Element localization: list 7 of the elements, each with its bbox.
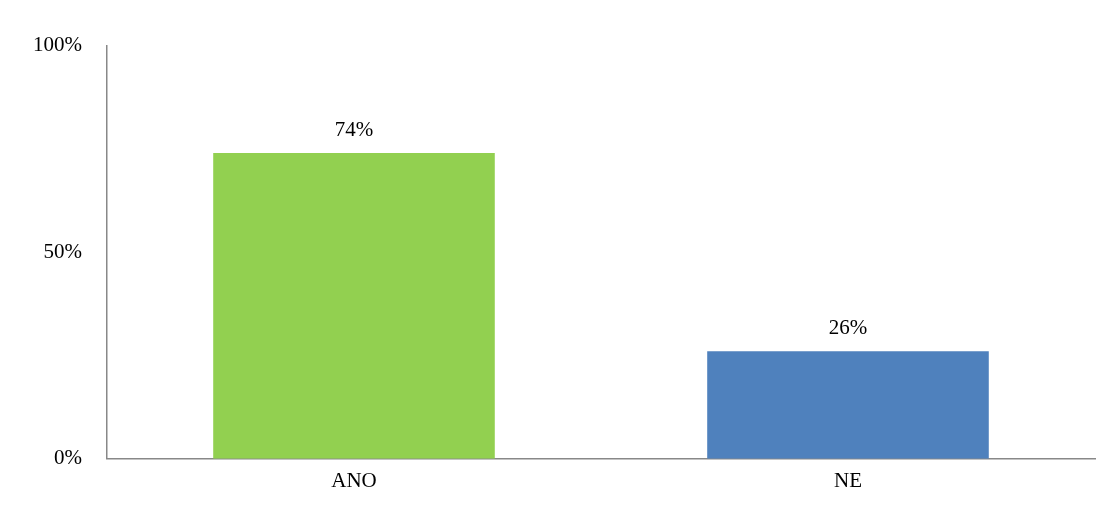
y-tick-label: 100% bbox=[32, 32, 82, 57]
data-label: 74% bbox=[334, 117, 374, 142]
y-tick-label: 0% bbox=[53, 445, 82, 470]
y-tick-label: 50% bbox=[43, 238, 82, 263]
x-tick-label: ANO bbox=[331, 467, 377, 492]
data-label: 26% bbox=[828, 315, 868, 340]
x-tick-label: NE bbox=[834, 467, 862, 492]
